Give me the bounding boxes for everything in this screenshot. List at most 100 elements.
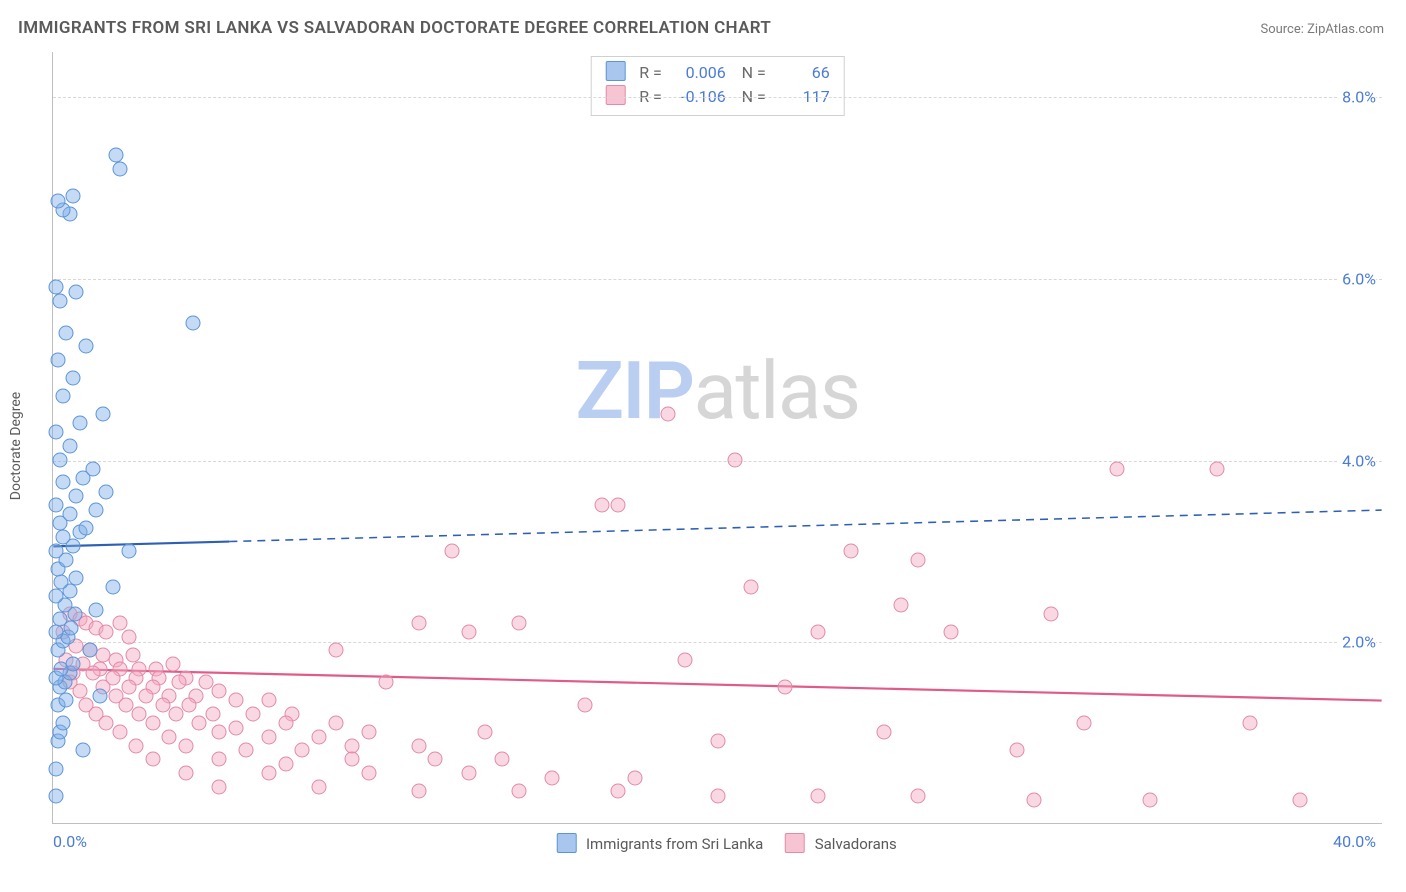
data-point	[212, 779, 227, 794]
data-point	[92, 688, 107, 703]
y-tick-label: 8.0%	[1338, 88, 1376, 107]
data-point	[445, 543, 460, 558]
legend-swatch-pink-icon	[785, 833, 805, 853]
data-point	[544, 770, 559, 785]
data-point	[179, 766, 194, 781]
data-point	[328, 643, 343, 658]
data-point	[105, 579, 120, 594]
gridline-h	[53, 461, 1382, 462]
data-point	[262, 729, 277, 744]
data-point	[1243, 716, 1258, 731]
data-point	[55, 475, 70, 490]
data-point	[139, 688, 154, 703]
data-point	[75, 743, 90, 758]
r-label: R =	[639, 63, 662, 82]
data-point	[278, 716, 293, 731]
data-point	[428, 752, 443, 767]
data-point	[172, 675, 187, 690]
data-point	[727, 452, 742, 467]
data-point	[228, 720, 243, 735]
data-point	[62, 507, 77, 522]
source-attribution: Source: ZipAtlas.com	[1260, 22, 1384, 37]
data-point	[1110, 461, 1125, 476]
data-point	[262, 766, 277, 781]
data-point	[112, 162, 127, 177]
data-point	[238, 743, 253, 758]
data-point	[893, 598, 908, 613]
data-point	[711, 788, 726, 803]
data-point	[52, 452, 67, 467]
watermark: ZIPatlas	[576, 344, 860, 438]
data-point	[1026, 793, 1041, 808]
data-point	[52, 293, 67, 308]
data-point	[1292, 793, 1307, 808]
data-point	[69, 489, 84, 504]
data-point	[262, 693, 277, 708]
data-point	[155, 697, 170, 712]
data-point	[910, 552, 925, 567]
data-point	[461, 625, 476, 640]
data-point	[1209, 461, 1224, 476]
data-point	[165, 657, 180, 672]
data-point	[89, 502, 104, 517]
data-point	[205, 707, 220, 722]
data-point	[55, 389, 70, 404]
data-point	[99, 484, 114, 499]
gridline-h	[53, 97, 1382, 98]
data-point	[910, 788, 925, 803]
legend-label-blue: Immigrants from Sri Lanka	[586, 835, 763, 853]
data-point	[711, 734, 726, 749]
data-point	[49, 425, 64, 440]
data-point	[278, 756, 293, 771]
n-label: N =	[742, 63, 766, 82]
data-point	[312, 729, 327, 744]
data-point	[49, 788, 64, 803]
data-point	[129, 738, 144, 753]
data-point	[145, 716, 160, 731]
swatch-blue-icon	[605, 61, 625, 81]
r-value-blue: 0.006	[666, 61, 726, 85]
data-point	[50, 193, 65, 208]
data-point	[411, 738, 426, 753]
data-point	[55, 716, 70, 731]
data-point	[179, 738, 194, 753]
data-point	[245, 707, 260, 722]
data-point	[79, 339, 94, 354]
data-point	[494, 752, 509, 767]
data-point	[49, 761, 64, 776]
data-point	[54, 575, 69, 590]
data-point	[122, 679, 137, 694]
data-point	[50, 352, 65, 367]
data-point	[361, 725, 376, 740]
data-point	[777, 679, 792, 694]
data-point	[89, 602, 104, 617]
data-point	[192, 716, 207, 731]
data-point	[62, 439, 77, 454]
stats-row-blue: R = 0.006 N = 66	[605, 61, 830, 85]
source-label: Source:	[1260, 22, 1307, 37]
data-point	[169, 707, 184, 722]
correlation-stats-box: R = 0.006 N = 66 R = -0.106 N = 117	[590, 56, 845, 116]
gridline-h	[53, 642, 1382, 643]
data-point	[65, 657, 80, 672]
data-point	[55, 529, 70, 544]
data-point	[119, 697, 134, 712]
data-point	[49, 625, 64, 640]
data-point	[69, 570, 84, 585]
data-point	[411, 616, 426, 631]
data-point	[378, 675, 393, 690]
data-point	[228, 693, 243, 708]
source-name: ZipAtlas.com	[1307, 22, 1384, 37]
y-tick-label: 6.0%	[1338, 270, 1376, 289]
n-value-blue: 66	[770, 61, 830, 85]
data-point	[49, 498, 64, 513]
data-point	[95, 407, 110, 422]
chart-title: IMMIGRANTS FROM SRI LANKA VS SALVADORAN …	[18, 18, 771, 38]
data-point	[69, 284, 84, 299]
data-point	[65, 189, 80, 204]
data-point	[1043, 607, 1058, 622]
data-point	[611, 498, 626, 513]
data-point	[611, 784, 626, 799]
data-point	[361, 766, 376, 781]
legend-label-pink: Salvadorans	[815, 835, 897, 853]
